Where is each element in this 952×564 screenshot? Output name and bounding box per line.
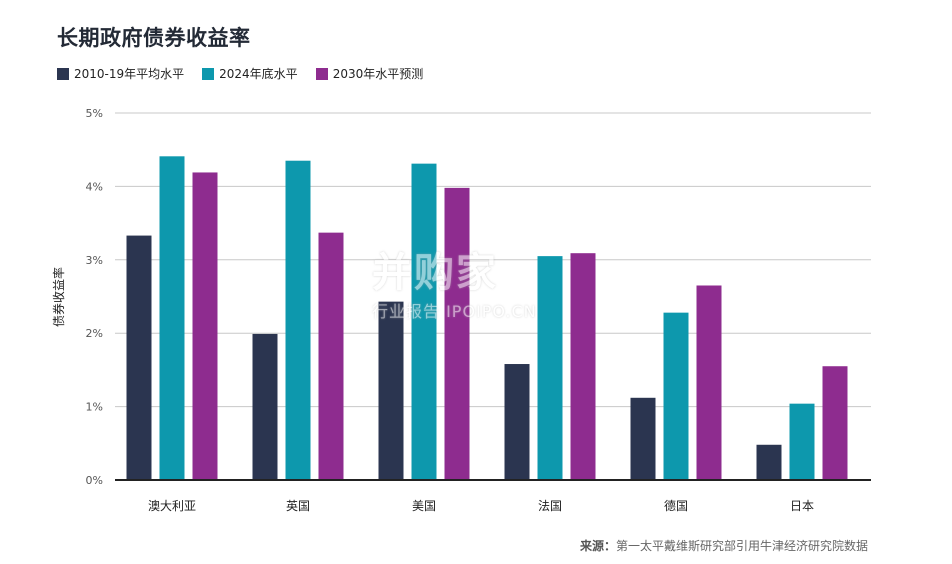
legend-item-series3: 2030年水平预测 — [315, 65, 424, 82]
bar — [126, 235, 152, 480]
legend-swatch-series3 — [315, 67, 328, 80]
bar — [570, 253, 596, 480]
y-tick-label: 3% — [86, 254, 103, 267]
bar — [822, 366, 848, 480]
y-tick-label: 5% — [86, 107, 103, 120]
chart-title: 长期政府债券收益率 — [57, 26, 251, 50]
bar — [663, 312, 689, 480]
source-label: 来源： — [579, 539, 616, 553]
x-tick-label: 澳大利亚 — [148, 499, 196, 513]
legend: 2010-19年平均水平 2024年底水平 2030年水平预测 — [57, 65, 441, 82]
bar — [252, 333, 278, 480]
y-tick-label: 0% — [86, 474, 103, 487]
y-tick-label: 1% — [86, 401, 103, 414]
y-tick-label: 4% — [86, 180, 103, 193]
x-tick-label: 英国 — [286, 499, 310, 513]
bar — [444, 187, 470, 481]
x-tick-label: 德国 — [664, 498, 688, 513]
bar — [411, 163, 437, 480]
source-text: 第一太平戴维斯研究部引用牛津经济研究院数据 — [615, 539, 868, 553]
legend-label-series2: 2024年底水平 — [219, 67, 298, 81]
x-tick-label: 法国 — [538, 499, 562, 513]
x-tick-label: 日本 — [790, 499, 814, 513]
bar — [504, 364, 530, 480]
legend-item-series1: 2010-19年平均水平 — [57, 65, 184, 82]
bar — [696, 285, 722, 480]
legend-item-series2: 2024年底水平 — [202, 65, 298, 82]
bar — [789, 403, 815, 480]
x-tick-label: 美国 — [412, 499, 436, 513]
legend-swatch-series1 — [57, 67, 69, 80]
legend-swatch-series2 — [202, 67, 215, 80]
bar — [756, 444, 782, 480]
bar — [537, 256, 563, 480]
bar — [159, 156, 185, 480]
source-note: 来源：第一太平戴维斯研究部引用牛津经济研究院数据 — [580, 537, 868, 554]
legend-label-series1: 2010-19年平均水平 — [74, 67, 185, 81]
bar — [285, 160, 311, 480]
bar — [318, 232, 344, 480]
bar — [630, 397, 656, 480]
y-tick-label: 2% — [86, 327, 103, 340]
bar — [378, 301, 404, 480]
legend-label-series3: 2030年水平预测 — [332, 67, 424, 81]
y-axis-label: 债券收益率 — [51, 267, 66, 327]
bar — [192, 172, 218, 481]
